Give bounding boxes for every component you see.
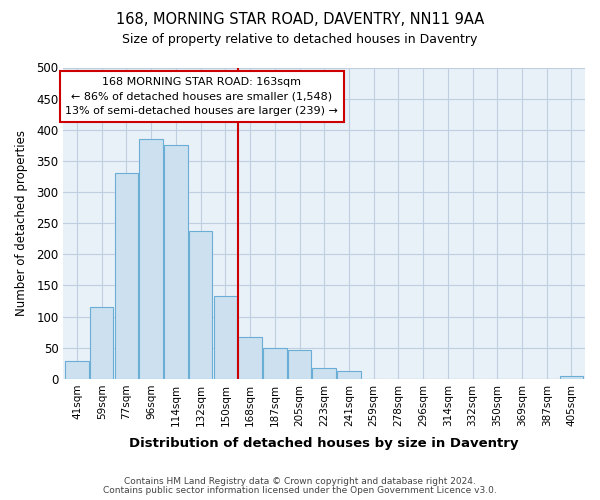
- Text: Contains HM Land Registry data © Crown copyright and database right 2024.: Contains HM Land Registry data © Crown c…: [124, 477, 476, 486]
- Bar: [288, 350, 311, 379]
- Bar: [139, 139, 163, 379]
- Text: Size of property relative to detached houses in Daventry: Size of property relative to detached ho…: [122, 32, 478, 46]
- Text: Contains public sector information licensed under the Open Government Licence v3: Contains public sector information licen…: [103, 486, 497, 495]
- Bar: [263, 348, 287, 379]
- Bar: [65, 362, 89, 379]
- Bar: [337, 371, 361, 379]
- Bar: [560, 376, 583, 379]
- X-axis label: Distribution of detached houses by size in Daventry: Distribution of detached houses by size …: [130, 437, 519, 450]
- Text: 168 MORNING STAR ROAD: 163sqm
← 86% of detached houses are smaller (1,548)
13% o: 168 MORNING STAR ROAD: 163sqm ← 86% of d…: [65, 77, 338, 116]
- Bar: [214, 296, 237, 379]
- Text: 168, MORNING STAR ROAD, DAVENTRY, NN11 9AA: 168, MORNING STAR ROAD, DAVENTRY, NN11 9…: [116, 12, 484, 28]
- Bar: [115, 174, 138, 379]
- Bar: [189, 232, 212, 379]
- Bar: [313, 368, 336, 379]
- Bar: [90, 306, 113, 379]
- Y-axis label: Number of detached properties: Number of detached properties: [15, 130, 28, 316]
- Bar: [164, 146, 188, 379]
- Bar: [238, 336, 262, 379]
